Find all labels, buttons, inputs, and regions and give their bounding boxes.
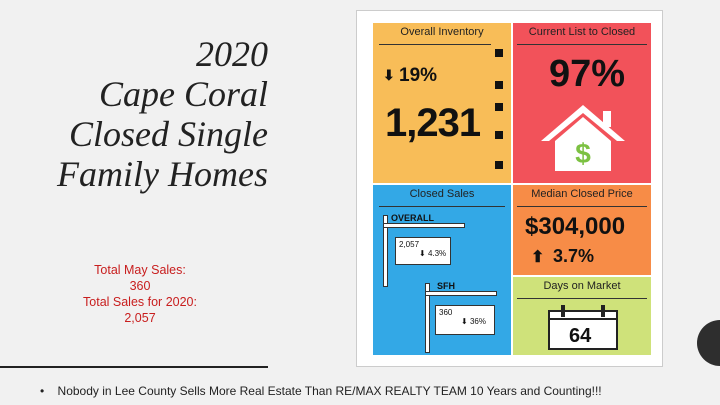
market-infographic: Overall Inventory ⬇ 19% 1,231 Current Li… — [356, 10, 663, 367]
closed-sales-heading: Closed Sales — [409, 188, 475, 200]
median-price-heading: Median Closed Price — [531, 188, 633, 200]
may-sales-value: 360 — [129, 279, 151, 293]
title-line-year: 2020 — [196, 34, 268, 74]
calendar-icon — [548, 305, 618, 350]
tile-list-to-closed: Current List to Closed 97% $ — [513, 23, 651, 183]
down-arrow-icon: ⬇ — [383, 67, 395, 83]
up-arrow-icon: ⬆ — [531, 249, 545, 266]
tile-days-on-market: Days on Market 64 — [513, 277, 651, 355]
tile-median-closed-price: Median Closed Price $304,000 ⬆ 3.7% — [513, 185, 651, 275]
sign-post — [383, 215, 388, 287]
overall-value: 2,057 — [399, 240, 420, 249]
footer-text: Nobody in Lee County Sells More Real Est… — [57, 384, 602, 398]
house-dollar-icon: $ — [541, 105, 625, 171]
divider-line — [0, 366, 268, 368]
film-strip-square-icon — [495, 131, 503, 139]
film-strip-square-icon — [495, 103, 503, 111]
down-arrow-icon: ⬇ — [461, 317, 468, 326]
may-sales-label: Total May Sales: — [94, 263, 186, 277]
sfh-value: 360 — [439, 308, 453, 317]
year-sales-label: Total Sales for 2020: — [83, 295, 197, 309]
tile-overall-inventory: Overall Inventory ⬇ 19% 1,231 — [373, 23, 511, 183]
svg-text:$: $ — [575, 138, 591, 169]
list-to-closed-heading: Current List to Closed — [528, 26, 636, 38]
title-line-city: Cape Coral — [98, 74, 268, 114]
sign-arm — [383, 223, 465, 228]
overall-change: 4.3% — [427, 249, 447, 258]
heading-underline — [517, 298, 647, 299]
overall-sign: 2,057 ⬇ 4.3% — [395, 237, 451, 265]
slide-title: 2020 Cape Coral Closed Single Family Hom… — [10, 34, 268, 194]
inventory-value: 1,231 — [385, 101, 481, 145]
median-price-change: 3.7% — [553, 246, 595, 266]
title-line-closed: Closed Single — [69, 114, 268, 154]
days-on-market-heading: Days on Market — [543, 280, 621, 292]
heading-underline — [379, 44, 491, 45]
overall-label: OVERALL — [391, 213, 435, 223]
tile-closed-sales: Closed Sales OVERALL 2,057 ⬇ 4.3% SFH 36… — [373, 185, 511, 355]
days-on-market-value: 64 — [569, 325, 592, 347]
heading-underline — [517, 206, 647, 207]
inventory-change: 19% — [399, 65, 438, 86]
sign-arm — [425, 291, 497, 296]
title-line-homes: Family Homes — [57, 154, 268, 194]
film-strip-square-icon — [495, 161, 503, 169]
year-sales-value: 2,057 — [124, 311, 156, 325]
list-to-closed-value: 97% — [549, 53, 626, 95]
footer-bullet-point: • Nobody in Lee County Sells More Real E… — [40, 384, 602, 398]
bullet-marker: • — [40, 384, 45, 398]
sign-post — [425, 283, 430, 353]
sfh-label: SFH — [437, 281, 455, 291]
film-strip-square-icon — [495, 49, 503, 57]
inventory-heading: Overall Inventory — [400, 26, 484, 38]
sales-summary: Total May Sales: 360 Total Sales for 202… — [40, 262, 240, 326]
median-price-value: $304,000 — [525, 213, 626, 240]
sfh-sign: 360 ⬇ 36% — [435, 305, 495, 335]
slide-nav-button[interactable] — [697, 320, 720, 366]
sfh-change: 36% — [469, 317, 486, 326]
heading-underline — [517, 44, 647, 45]
film-strip-square-icon — [495, 81, 503, 89]
down-arrow-icon: ⬇ — [419, 249, 426, 258]
heading-underline — [379, 206, 505, 207]
